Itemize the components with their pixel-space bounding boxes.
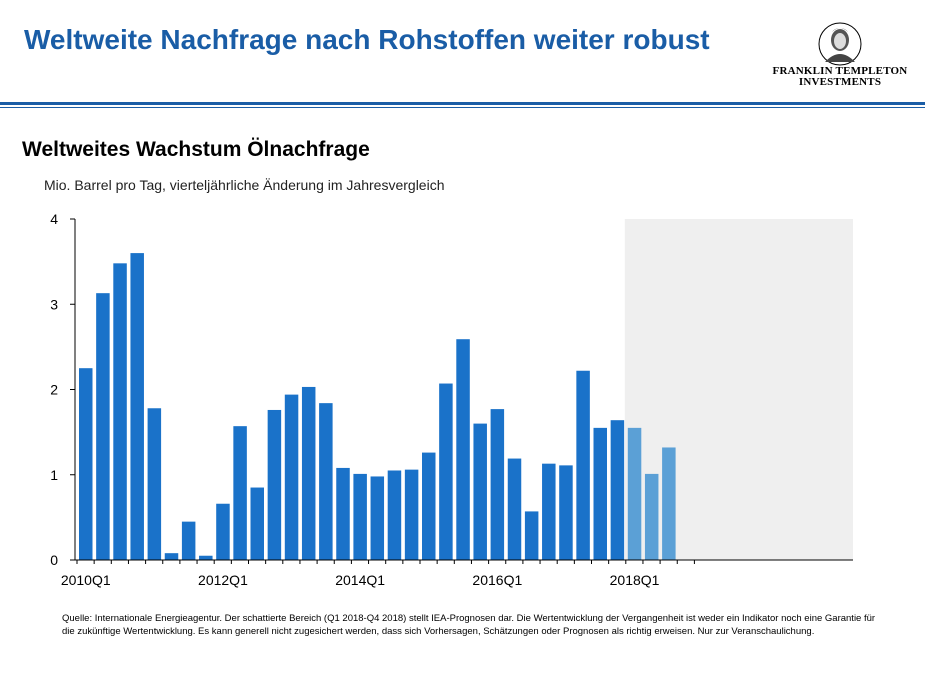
slide-title: Weltweite Nachfrage nach Rohstoffen weit… (24, 24, 710, 55)
bar-2018Q1 (627, 427, 642, 560)
franklin-templeton-logo: FRANKLIN TEMPLETON INVESTMENTS (765, 22, 915, 94)
x-tick-label-2018Q1: 2018Q1 (610, 572, 660, 588)
bar-2013Q2 (301, 386, 316, 560)
bar-2010Q2 (96, 293, 110, 560)
bar-2011Q3 (181, 521, 196, 560)
bar-2010Q4 (130, 253, 144, 560)
x-tick-label-2014Q1: 2014Q1 (335, 572, 385, 588)
x-tick-label-2016Q1: 2016Q1 (472, 572, 522, 588)
bar-2015Q3 (456, 339, 470, 560)
bar-2013Q4 (336, 467, 350, 560)
logo-line-2: INVESTMENTS (798, 76, 882, 88)
bar-2012Q4 (267, 409, 282, 560)
bar-2017Q2 (576, 370, 590, 560)
bar-2016Q2 (507, 458, 522, 560)
bar-2016Q3 (524, 511, 539, 560)
bar-2017Q4 (610, 420, 625, 560)
y-tick-label-1: 1 (50, 467, 58, 483)
forecast-shading (624, 219, 853, 560)
x-tick-label-2012Q1: 2012Q1 (198, 572, 248, 588)
bar-2011Q4 (199, 555, 213, 560)
logo-line-1: FRANKLIN TEMPLETON (772, 65, 908, 77)
bar-2016Q4 (542, 463, 556, 560)
bar-2012Q2 (233, 426, 247, 560)
bar-2014Q2 (370, 476, 385, 560)
chart-title: Weltweites Wachstum Ölnachfrage (22, 138, 370, 161)
bar-2015Q4 (473, 423, 487, 560)
bar-2013Q1 (284, 394, 299, 560)
bar-2011Q2 (164, 553, 179, 560)
bar-2014Q3 (387, 470, 402, 560)
bar-2018Q2 (644, 473, 659, 560)
x-tick-label-2010Q1: 2010Q1 (61, 572, 111, 588)
bar-2015Q2 (439, 383, 453, 560)
bar-2017Q1 (559, 465, 573, 560)
bar-2013Q3 (319, 403, 333, 560)
bar-2012Q3 (250, 487, 264, 560)
y-tick-label-3: 3 (50, 296, 58, 312)
bar-2012Q1 (216, 503, 230, 560)
source-footnote: Quelle: Internationale Energieagentur. D… (62, 613, 876, 637)
bar-2015Q1 (422, 452, 436, 560)
title-rule-thick (0, 102, 925, 105)
bar-2017Q3 (593, 427, 607, 560)
y-tick-label-4: 4 (50, 211, 58, 227)
bar-2014Q1 (353, 473, 367, 560)
franklin-portrait-icon (818, 22, 862, 66)
bar-2016Q1 (490, 409, 505, 560)
oil-demand-bar-chart: 0 1 2 3 4 2010Q1 2012Q1 2014Q1 2016Q1 2018Q1 (50, 211, 853, 588)
bar-2018Q3 (662, 447, 676, 560)
bar-2011Q1 (147, 408, 162, 560)
title-rule-thin (0, 107, 925, 108)
bar-2010Q1 (79, 368, 93, 560)
y-tick-label-0: 0 (50, 552, 58, 568)
y-tick-label-2: 2 (50, 382, 58, 398)
bar-2010Q3 (113, 263, 127, 560)
chart-subtitle: Mio. Barrel pro Tag, vierteljährliche Än… (44, 177, 445, 193)
bar-2014Q4 (404, 469, 419, 560)
